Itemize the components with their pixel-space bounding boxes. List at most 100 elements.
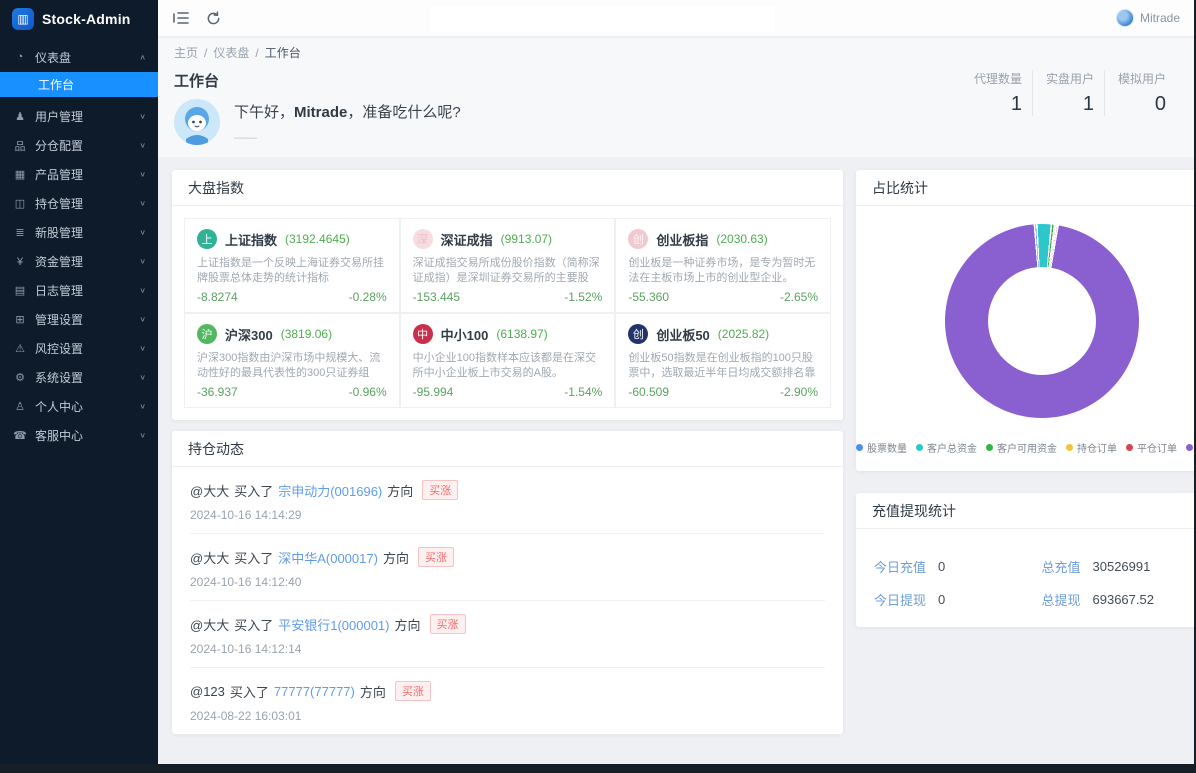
users-icon: ♟	[15, 111, 25, 123]
dashboard-icon: ◔	[16, 51, 24, 63]
donut-chart	[944, 224, 1139, 418]
sidebar-item-personal-center[interactable]: ♙ 个人中心 ∨	[0, 392, 158, 421]
sidebar-item-admin-settings[interactable]: ⊞ 管理设置 ∨	[0, 305, 158, 334]
stat-agent-count: 代理数量 1	[973, 72, 1022, 115]
sidebar-item-newstock-management[interactable]: ≣ 新股管理 ∨	[0, 218, 158, 247]
index-pct: -0.96%	[348, 385, 387, 399]
recharge-panel: 充值提现统计 今日充值 0 总充值 30526991	[856, 493, 1194, 627]
index-change: -60.509	[628, 385, 670, 399]
market-index-panel: 大盘指数 上 上证指数 (3192.4645) 上证指数是一个反映上海证券交易所…	[172, 170, 843, 420]
stock-link[interactable]: 平安银行1(000001)	[278, 617, 390, 633]
chevron-down-icon: ∨	[139, 112, 146, 121]
index-pct: -0.28%	[348, 290, 387, 304]
sidebar-item-log-management[interactable]: ▤ 日志管理 ∨	[0, 276, 158, 305]
positions-title: 持仓动态	[172, 431, 843, 467]
legend-item[interactable]: 客户可用资金	[986, 440, 1057, 455]
sidebar-item-risk-settings[interactable]: ⚠ 风控设置 ∨	[0, 334, 158, 363]
sidebar-item-product-management[interactable]: ▦ 产品管理 ∨	[0, 160, 158, 189]
recharge-title: 充值提现统计	[856, 493, 1194, 529]
index-pct: -1.52%	[564, 290, 603, 304]
admin-settings-icon: ⊞	[15, 314, 25, 326]
stat-real-users: 实盘用户 1	[1032, 70, 1104, 116]
index-badge-icon: 沪	[197, 324, 217, 344]
system-settings-icon: ⚙	[15, 372, 25, 384]
market-index-title: 大盘指数	[172, 170, 843, 206]
legend-dot	[1126, 444, 1133, 451]
stock-link[interactable]: 77777(77777)	[273, 683, 355, 699]
legend-dot	[916, 444, 923, 451]
sidebar-subitem-workbench[interactable]: 工作台	[0, 72, 158, 97]
user-avatar	[1115, 9, 1134, 27]
collapse-sidebar-icon[interactable]	[172, 9, 190, 27]
position-time: 2024-10-16 14:12:14	[190, 642, 302, 656]
chevron-down-icon: ∨	[139, 286, 146, 295]
user-menu[interactable]: Mitrade	[1115, 9, 1180, 27]
position-time: 2024-10-16 14:14:29	[190, 508, 302, 522]
index-badge-icon: 中	[412, 324, 433, 344]
sidebar-item-user-management[interactable]: ♟ 用户管理 ∨	[0, 102, 158, 131]
sidebar-item-funds-management[interactable]: ¥ 资金管理 ∨	[0, 247, 158, 276]
chevron-down-icon: ∨	[139, 431, 146, 440]
today-withdraw: 今日提现 0	[874, 592, 946, 608]
position-item: @123 买入了 77777(77777) 方向 买涨 2024-08-22 1…	[190, 668, 825, 734]
ratio-title: 占比统计	[856, 170, 1194, 206]
chevron-down-icon: ∨	[139, 141, 146, 150]
app-logo-icon: ▥	[12, 8, 34, 30]
index-change: -153.445	[412, 290, 461, 304]
username: Mitrade	[1139, 11, 1180, 25]
legend-item[interactable]: 客户总资金	[916, 440, 977, 455]
index-cards: 上 上证指数 (3192.4645) 上证指数是一个反映上海证券交易所挂牌股票总…	[172, 206, 843, 420]
app-logo-text: Stock-Admin	[42, 11, 131, 27]
position-item: @大大 买入了 平安银行1(000001) 方向 买涨 2024-10-16 1…	[190, 601, 825, 668]
page-header: 主页 / 仪表盘 / 工作台 工作台	[158, 36, 1194, 157]
chevron-down-icon: ∨	[139, 315, 146, 324]
greeting-avatar	[174, 99, 220, 145]
greeting-row: 下午好，Mitrade，准备吃什么呢? ——	[174, 99, 1178, 145]
breadcrumb-dashboard[interactable]: 仪表盘	[213, 46, 250, 60]
ratio-panel: 占比统计 股票数量 客户总资金 客户可用资金 持仓订单 平仓订单 总入金	[856, 170, 1194, 471]
position-item: @大大 买入了 深中华A(000017) 方向 买涨 2024-10-16 14…	[190, 534, 825, 601]
legend-dot	[1066, 444, 1073, 451]
support-icon: ☎	[13, 430, 27, 442]
legend-item[interactable]: 股票数量	[856, 440, 907, 455]
index-badge-icon: 深	[412, 229, 433, 249]
positions-icon: ◫	[14, 198, 26, 210]
sidebar-item-warehouse-config[interactable]: 品 分仓配置 ∨	[0, 131, 158, 160]
index-pct: -1.54%	[564, 385, 603, 399]
index-card-shanghai: 上 上证指数 (3192.4645) 上证指数是一个反映上海证券交易所挂牌股票总…	[184, 218, 400, 313]
greeting-subtext: ——	[234, 129, 257, 144]
legend-item[interactable]: 总入金	[1186, 440, 1194, 455]
header-stats: 代理数量 1 实盘用户 1 模拟用户 0	[960, 70, 1176, 116]
logs-icon: ▤	[14, 285, 26, 297]
warehouse-config-icon: 品	[14, 140, 26, 153]
main-area: Mitrade 主页 / 仪表盘 / 工作台 工作台	[158, 0, 1194, 764]
chevron-down-icon: ∨	[139, 170, 146, 179]
position-time: 2024-08-22 16:03:01	[190, 709, 302, 723]
new-stock-icon: ≣	[15, 227, 25, 239]
legend-item[interactable]: 平仓订单	[1126, 440, 1177, 455]
stock-link[interactable]: 深中华A(000017)	[278, 550, 378, 566]
today-recharge: 今日充值 0	[874, 559, 946, 575]
sidebar-item-support-center[interactable]: ☎ 客服中心 ∨	[13, 429, 146, 443]
sidebar-item-dashboard[interactable]: ◔ 仪表盘 ∧	[0, 42, 158, 72]
breadcrumb-home[interactable]: 主页	[174, 46, 199, 60]
stat-demo-users: 模拟用户 0	[1104, 70, 1176, 116]
index-badge-icon: 创	[628, 229, 649, 249]
top-navbar: Mitrade	[158, 0, 1194, 36]
risk-control-icon: ⚠	[15, 343, 25, 355]
legend-item[interactable]: 持仓订单	[1066, 440, 1117, 455]
refresh-icon[interactable]	[204, 9, 222, 27]
index-card-sme100: 中 中小100 (6138.97) 中小企业100指数样本应该都是在深交所中小企…	[399, 313, 616, 408]
stock-link[interactable]: 宗申动力(001696)	[278, 483, 383, 499]
direction-badge: 买涨	[417, 547, 454, 567]
chevron-down-icon: ∨	[139, 257, 146, 266]
index-pct: -2.65%	[779, 290, 818, 304]
index-card-chinext50: 创 创业板50 (2025.82) 创业板50指数是在创业板指的100只股票中，…	[615, 313, 831, 408]
app-logo[interactable]: ▥ Stock-Admin	[0, 0, 158, 38]
index-change: -55.360	[628, 290, 670, 304]
sidebar-item-position-management[interactable]: ◫ 持仓管理 ∨	[0, 189, 158, 218]
sidebar-item-system-settings[interactable]: ⚙ 系统设置 ∨	[0, 363, 158, 392]
direction-badge: 买涨	[422, 480, 459, 500]
page-title: 工作台	[174, 73, 220, 90]
index-card-shenzhen: 深 深证成指 (9913.07) 深证成指交易所成份股价指数（简称深证成指）是深…	[399, 218, 616, 313]
